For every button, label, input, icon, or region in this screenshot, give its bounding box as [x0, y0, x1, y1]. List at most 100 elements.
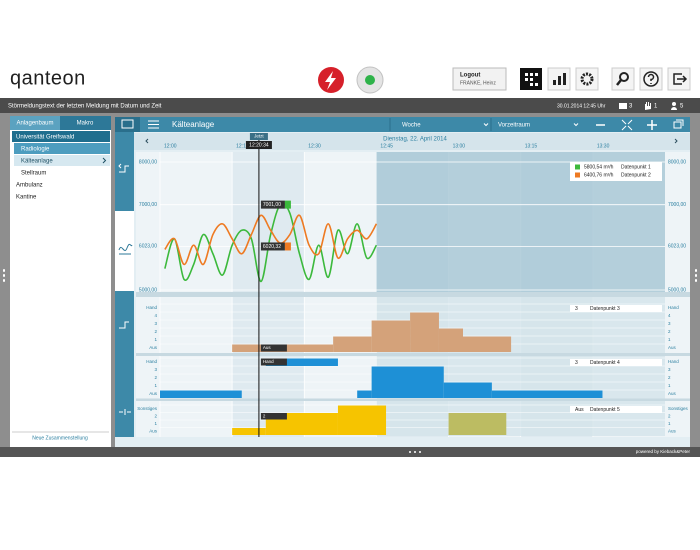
- state-bar: [371, 320, 411, 352]
- now-time-tag: [245, 141, 272, 149]
- level-label: Hand: [668, 305, 679, 310]
- state-bar: [443, 382, 492, 398]
- compare-select[interactable]: Vorzeitraum: [498, 123, 530, 129]
- status-datetime: 30.01.2014 12:45 Uhr: [557, 103, 606, 109]
- state-bar: [160, 390, 242, 398]
- now-tag: [249, 133, 268, 140]
- level-label: Aus: [149, 428, 158, 433]
- view-button[interactable]: [115, 117, 140, 132]
- level-label: 2: [154, 413, 157, 418]
- level-label: 2: [154, 329, 157, 334]
- tree-item[interactable]: [14, 143, 110, 154]
- x-tick-label: 13:00: [453, 143, 466, 149]
- tree-item[interactable]: [12, 131, 110, 142]
- now-state: Hand: [263, 359, 274, 364]
- now-time: 12:20:34: [249, 142, 269, 148]
- list-icon[interactable]: [148, 120, 159, 129]
- point-label: 6020,32: [263, 244, 281, 250]
- search-icon: [619, 72, 629, 82]
- datapoint-name: Datenpunkt 4: [590, 360, 620, 366]
- section-divider: [136, 398, 690, 401]
- plant-icon: [525, 73, 538, 86]
- chart-icon-cell: [115, 211, 134, 291]
- level-label: Hand: [146, 305, 157, 310]
- state-bar: [410, 312, 439, 352]
- x-tick-label: 12:15: [236, 143, 249, 149]
- y-tick-label: 6023,00: [668, 244, 686, 250]
- help-icon: [647, 73, 655, 84]
- level-label: 1: [668, 337, 671, 342]
- level-label: 2: [668, 413, 671, 418]
- add-button[interactable]: [647, 120, 657, 130]
- level-label: Sonstiges: [668, 406, 689, 411]
- tree-label: Radiologie: [21, 147, 50, 153]
- exit-icon: [673, 73, 688, 85]
- tree-arrow: [102, 157, 107, 164]
- level-label: Aus: [149, 345, 158, 350]
- search-button[interactable]: [611, 67, 635, 91]
- status-light: [365, 75, 375, 85]
- tree-label: Universität Greifswald: [16, 135, 74, 141]
- level-label: 4: [668, 313, 671, 318]
- level-label: 1: [668, 421, 671, 426]
- settings-icon: [580, 72, 594, 86]
- now-state-bg: [260, 344, 287, 352]
- pager-dot[interactable]: [414, 451, 416, 453]
- pager-dot[interactable]: [419, 451, 421, 453]
- level-label: Hand: [146, 359, 157, 364]
- timeline-nav[interactable]: [145, 138, 678, 144]
- level-label: Hand: [668, 359, 679, 364]
- data-line: [164, 214, 378, 266]
- period-select[interactable]: Woche: [402, 123, 421, 129]
- legend-box: [570, 305, 662, 312]
- logo: qanteon: [10, 67, 86, 89]
- pager-dot[interactable]: [409, 451, 411, 453]
- point-label-bg: [260, 242, 285, 251]
- toolbar-title: Kälteanlage: [172, 120, 215, 129]
- x-tick-label: 13:30: [597, 143, 610, 149]
- level-label: Aus: [668, 345, 677, 350]
- y-tick-label: 5000,00: [139, 287, 157, 293]
- tree-label[interactable]: Kantine: [16, 195, 37, 201]
- state-bar: [438, 328, 463, 352]
- legend-value: 5800,54 m³/h: [584, 164, 614, 170]
- section-divider: [136, 292, 690, 297]
- level-label: 1: [668, 383, 671, 388]
- tree-item-selected[interactable]: [14, 155, 110, 166]
- level-label: 3: [668, 321, 671, 326]
- x-tick-label: 12:45: [380, 143, 393, 149]
- section-divider: [136, 353, 690, 356]
- alarm-icon: [325, 71, 336, 90]
- y-tick-label: 7000,00: [139, 202, 157, 208]
- logout-button[interactable]: [452, 67, 507, 91]
- legend-box: [570, 162, 662, 181]
- y-tick-label: 6023,00: [139, 244, 157, 250]
- window-button[interactable]: [673, 119, 684, 129]
- message-icon: [619, 103, 627, 109]
- level-label: 2: [668, 329, 671, 334]
- tree-label[interactable]: Ambulanz: [16, 183, 43, 189]
- tab[interactable]: [60, 116, 111, 130]
- tab-active[interactable]: [10, 116, 60, 130]
- level-label: Aus: [668, 428, 677, 433]
- tree-label: Kälteanlage: [21, 159, 53, 165]
- fullscreen-button[interactable]: [621, 119, 633, 131]
- level-label: Aus: [668, 391, 677, 396]
- footer-bar: [0, 447, 700, 457]
- new-composition[interactable]: Neue Zusammenstellung: [32, 435, 88, 441]
- state-bar: [232, 428, 266, 435]
- point-label-bg: [260, 200, 285, 209]
- point-label: 7001,00: [263, 202, 281, 208]
- monitor-icon: [121, 119, 134, 129]
- side-handles[interactable]: [3, 269, 697, 282]
- now-state: 2: [263, 413, 266, 418]
- line-chart-icon[interactable]: [118, 243, 133, 255]
- section-icons[interactable]: [118, 163, 131, 415]
- datapoint-name: Datenpunkt 5: [590, 407, 620, 413]
- settings-button[interactable]: [575, 67, 599, 91]
- logout-label: Logout: [460, 73, 480, 79]
- tree-label[interactable]: Stellraum: [21, 171, 46, 177]
- legend-swatch: [575, 164, 580, 170]
